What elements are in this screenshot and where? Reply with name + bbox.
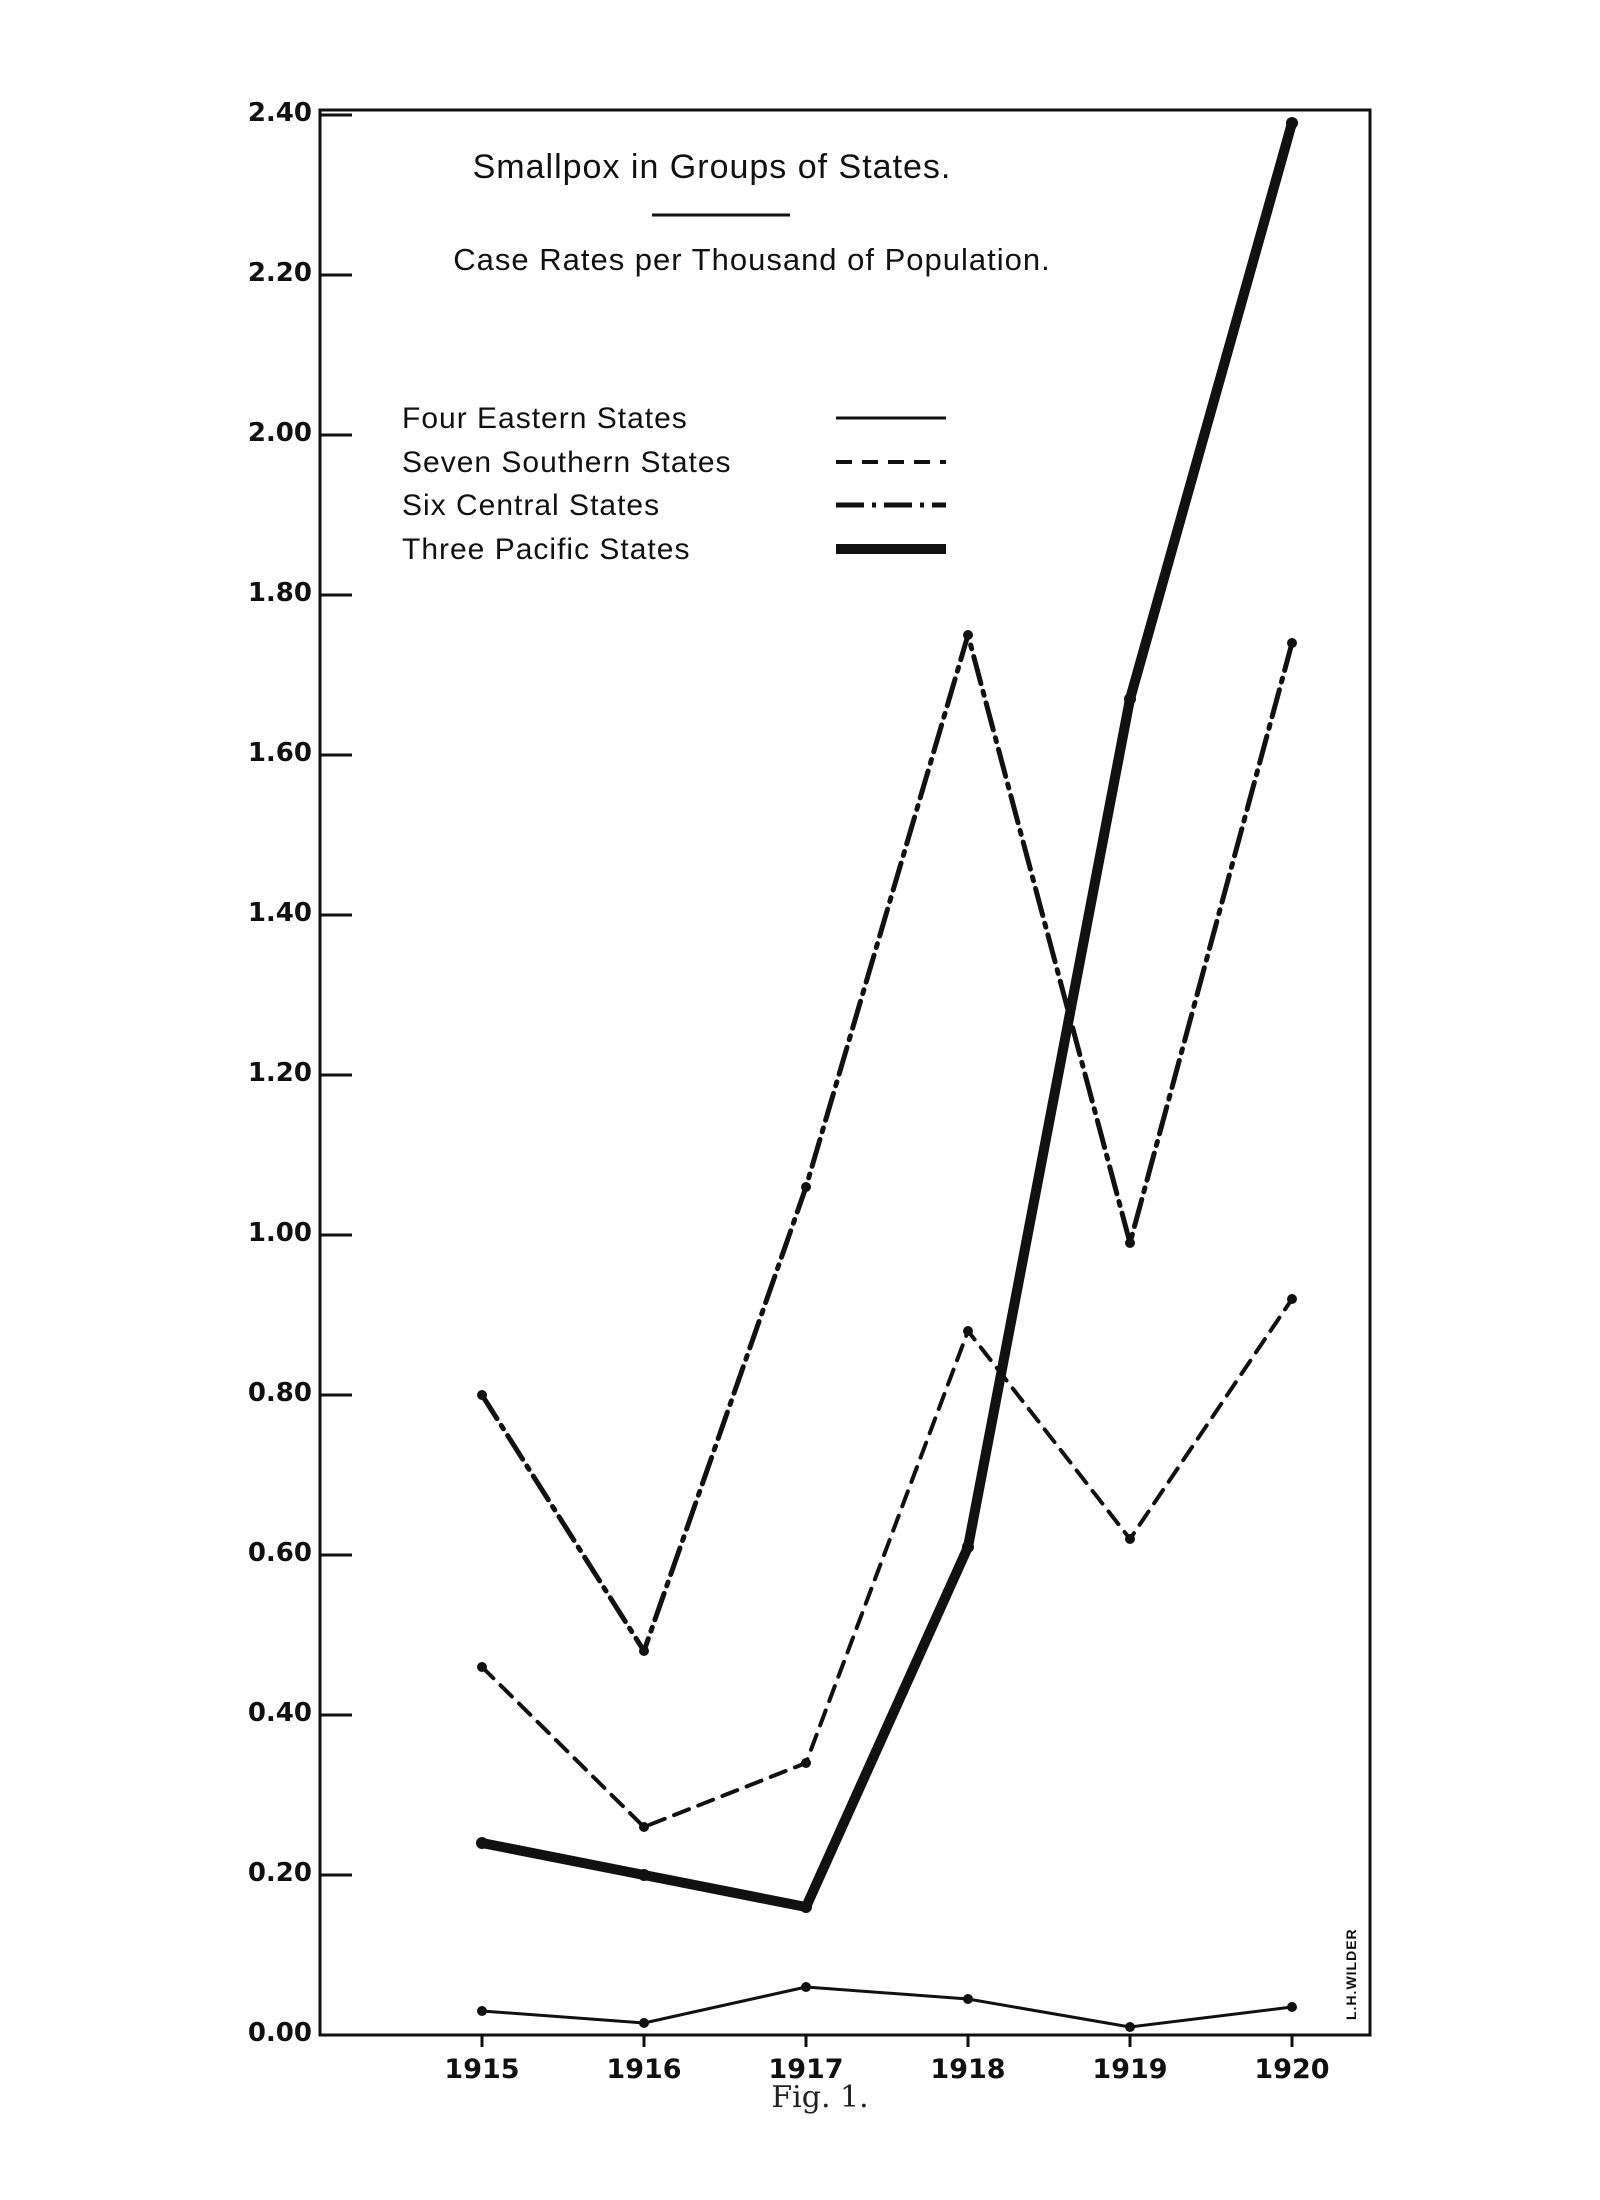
y-tick-label: 1.00 bbox=[248, 1218, 312, 1248]
figure-caption: Fig. 1. bbox=[771, 2080, 869, 2115]
data-point bbox=[1287, 638, 1297, 648]
y-axis: 0.00 0.20 0.40 0.60 0.80 1.00 1.20 1.40 1.60 1.80… bbox=[248, 98, 352, 2048]
y-tick-label: 1.20 bbox=[248, 1058, 312, 1088]
legend: Four Eastern States Seven Southern States… bbox=[402, 402, 946, 566]
series-four-eastern-states bbox=[477, 1982, 1297, 2032]
data-point bbox=[639, 2018, 649, 2028]
y-tick-label: 2.20 bbox=[248, 258, 312, 288]
y-tick-label: 0.20 bbox=[248, 1858, 312, 1888]
legend-label: Six Central States bbox=[402, 489, 660, 522]
series-line bbox=[480, 1985, 1294, 2029]
data-point bbox=[476, 1837, 488, 1849]
data-point bbox=[639, 1822, 649, 1832]
data-point bbox=[962, 1541, 974, 1553]
data-point bbox=[1286, 117, 1298, 129]
data-point bbox=[801, 1758, 811, 1768]
x-tick-label: 1919 bbox=[1092, 2054, 1167, 2085]
data-point bbox=[477, 1390, 487, 1400]
x-tick-label: 1916 bbox=[606, 2054, 681, 2085]
data-point bbox=[1124, 693, 1136, 705]
y-tick-label: 2.00 bbox=[248, 418, 312, 448]
plot-frame bbox=[318, 108, 1372, 2037]
series-layer bbox=[476, 117, 1298, 2032]
artist-credit: L.H.WILDER bbox=[1343, 1928, 1359, 2020]
series-six-central-states bbox=[477, 630, 1297, 1656]
data-point bbox=[963, 1994, 973, 2004]
data-point bbox=[1125, 1238, 1135, 1248]
data-point bbox=[477, 1662, 487, 1672]
legend-label: Three Pacific States bbox=[402, 533, 690, 566]
data-point bbox=[638, 1869, 650, 1881]
series-three-pacific-states bbox=[476, 117, 1298, 1913]
legend-label: Four Eastern States bbox=[402, 402, 688, 435]
data-point bbox=[963, 1326, 973, 1336]
y-tick-label: 1.40 bbox=[248, 898, 312, 928]
x-axis: 1915 1916 1917 1918 1919 1920 bbox=[444, 2035, 1330, 2085]
series-seven-southern-states bbox=[477, 1294, 1297, 1832]
data-point bbox=[801, 1982, 811, 1992]
series-line bbox=[477, 118, 1297, 1912]
y-tick-label: 0.60 bbox=[248, 1538, 312, 1568]
data-point bbox=[477, 2006, 487, 2016]
x-tick-label: 1915 bbox=[444, 2054, 519, 2085]
y-tick-label: 0.80 bbox=[248, 1378, 312, 1408]
data-point bbox=[1125, 1534, 1135, 1544]
legend-label: Seven Southern States bbox=[402, 446, 732, 479]
y-tick-label: 1.60 bbox=[248, 738, 312, 768]
chart-title: Smallpox in Groups of States. bbox=[473, 148, 952, 186]
y-tick-label: 2.40 bbox=[248, 98, 312, 128]
data-point bbox=[1287, 1294, 1297, 1304]
data-point bbox=[801, 1182, 811, 1192]
data-point bbox=[1287, 2002, 1297, 2012]
data-point bbox=[800, 1901, 812, 1913]
x-tick-label: 1918 bbox=[930, 2054, 1005, 2085]
series-line bbox=[480, 1297, 1294, 1829]
x-tick-label: 1917 bbox=[768, 2054, 843, 2085]
series-line bbox=[479, 632, 1295, 1654]
y-tick-label: 0.00 bbox=[248, 2018, 312, 2048]
data-point bbox=[963, 630, 973, 640]
y-tick-label: 0.40 bbox=[248, 1698, 312, 1728]
x-tick-label: 1920 bbox=[1254, 2054, 1329, 2085]
data-point bbox=[1125, 2022, 1135, 2032]
data-point bbox=[639, 1646, 649, 1656]
y-tick-label: 1.80 bbox=[248, 578, 312, 608]
chart-subtitle: Case Rates per Thousand of Population. bbox=[453, 242, 1051, 277]
